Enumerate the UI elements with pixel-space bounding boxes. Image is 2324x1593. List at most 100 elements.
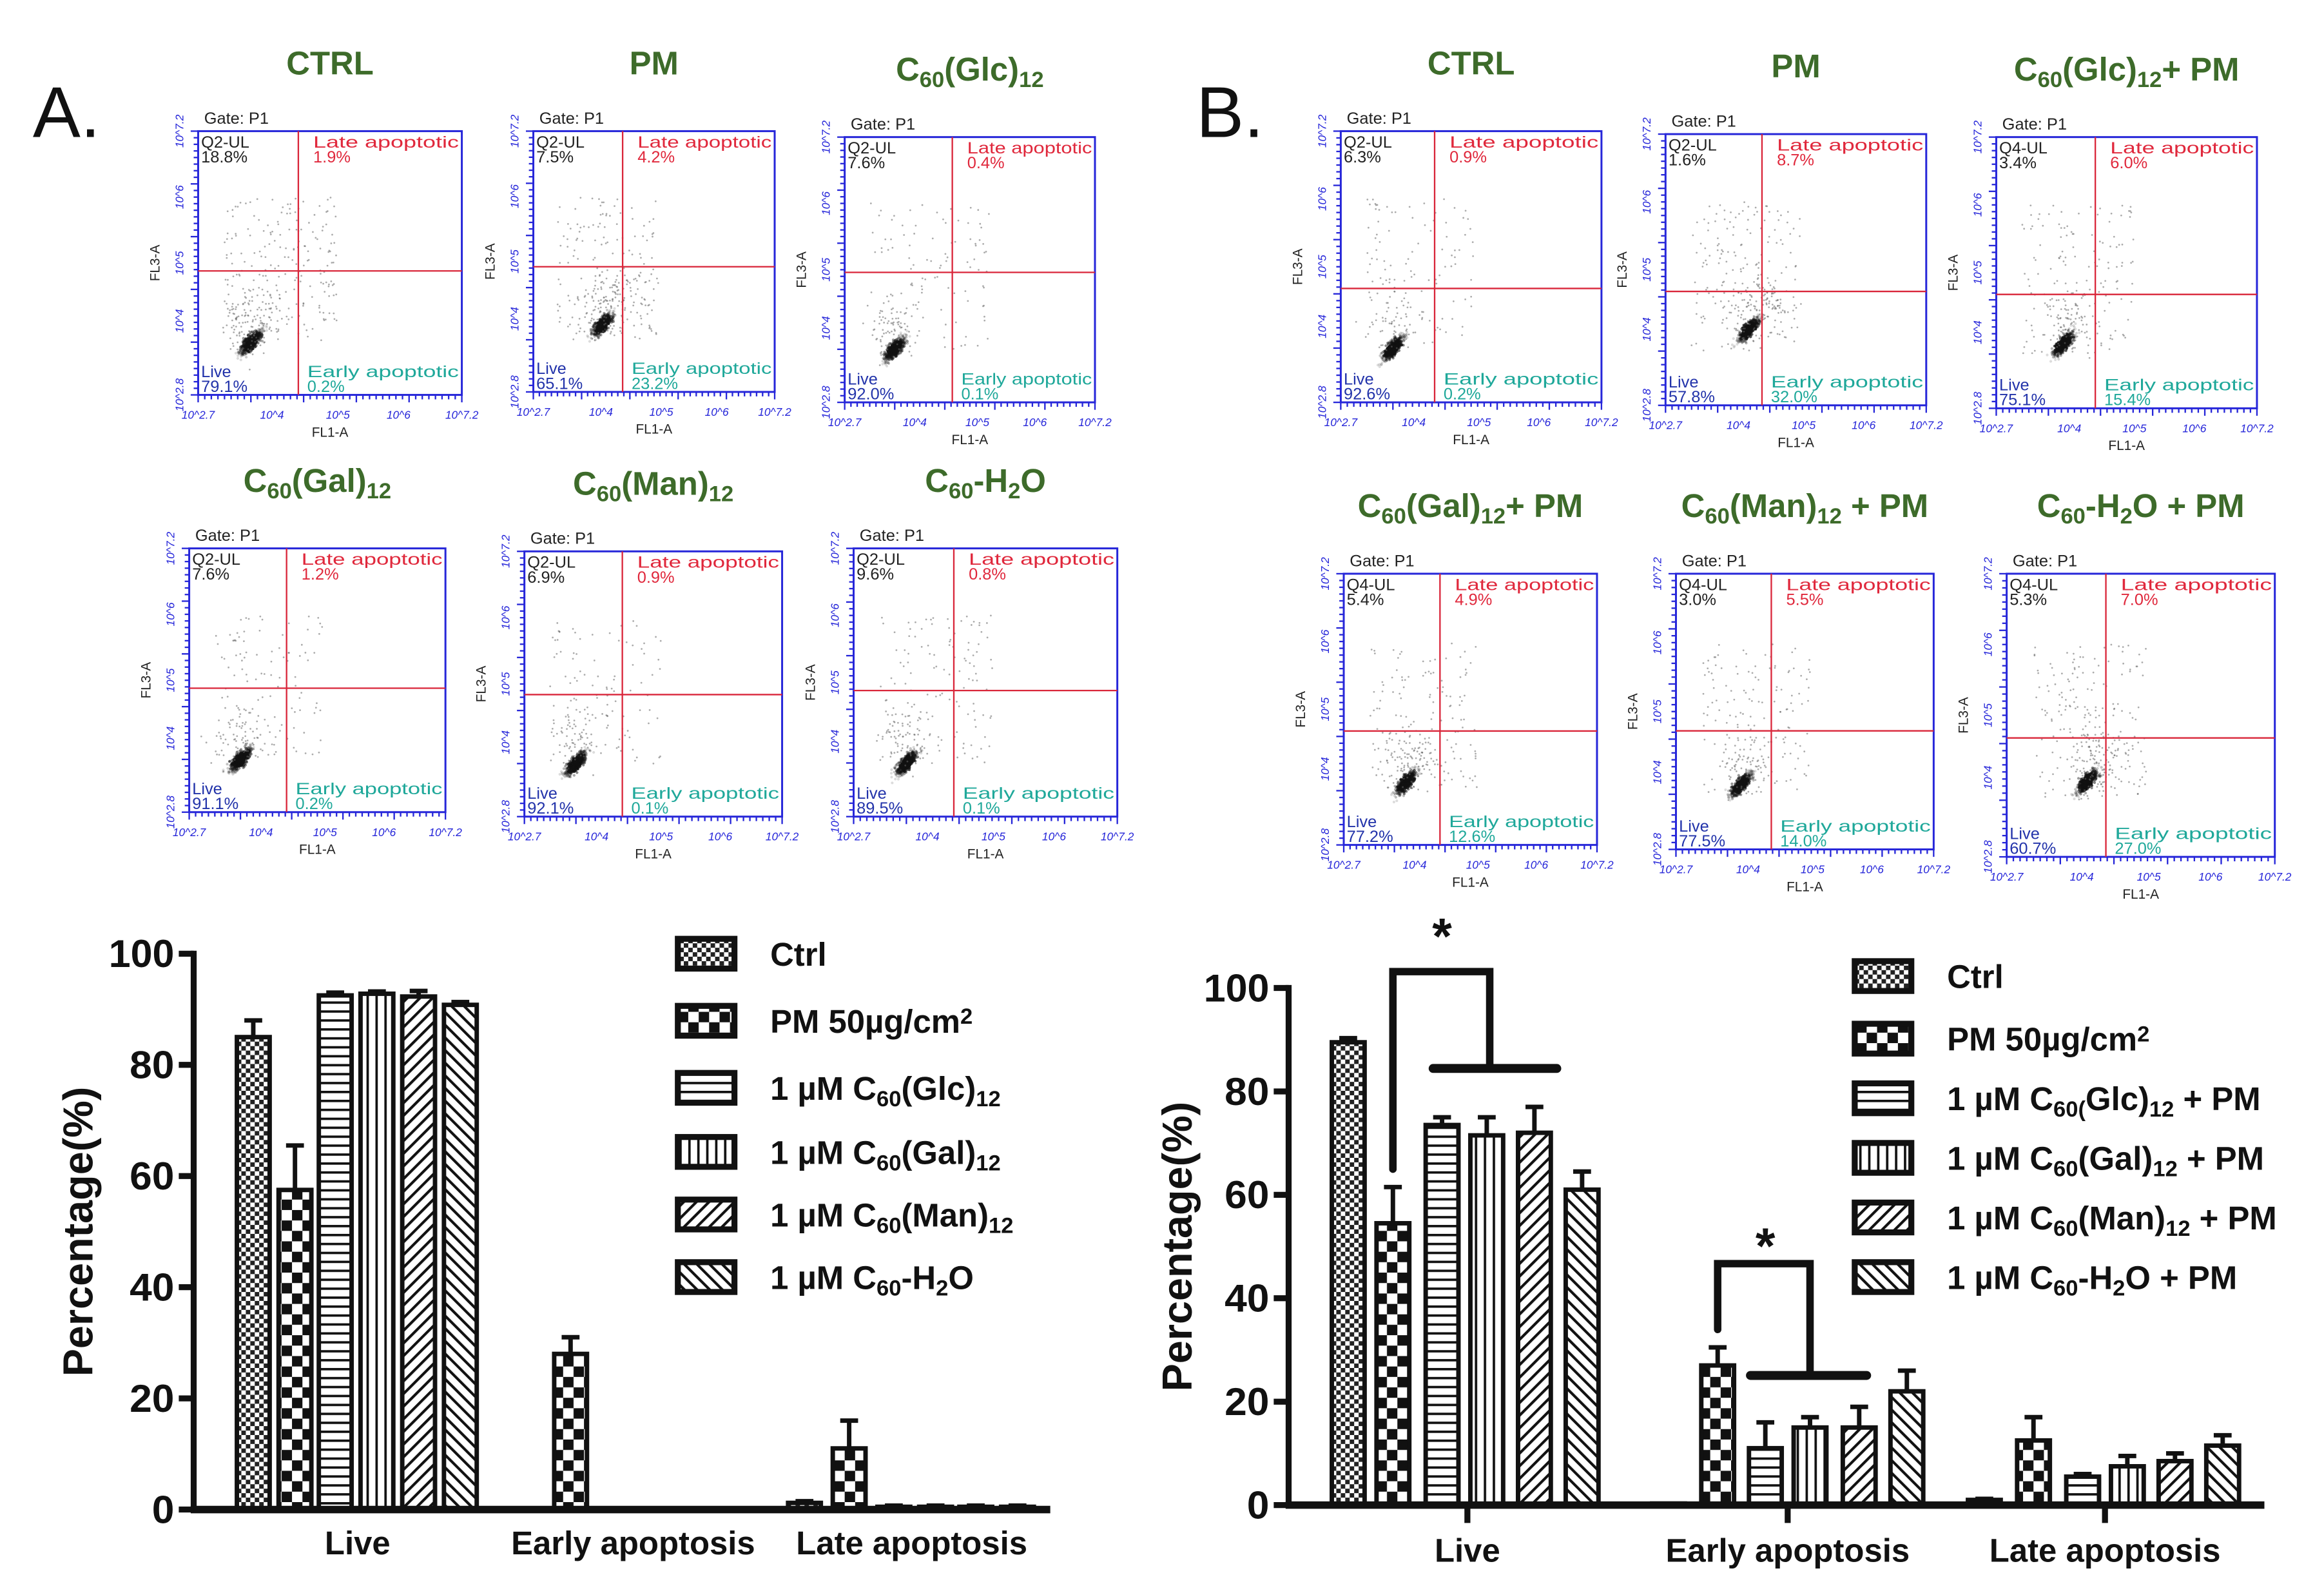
- event-dot: [239, 355, 243, 358]
- event-dot: [577, 755, 580, 758]
- event-dot: [905, 338, 908, 342]
- subscript: 60: [267, 479, 291, 503]
- event-dot: [639, 271, 642, 274]
- event-dot: [609, 286, 611, 289]
- event-dot: [242, 349, 245, 352]
- plot-frame: [844, 136, 1096, 404]
- event-dot: [251, 265, 253, 267]
- event-dot: [329, 197, 332, 199]
- event-dot: [886, 357, 889, 360]
- event-dot: [912, 776, 914, 777]
- event-dot: [988, 213, 990, 215]
- event-dot: [552, 735, 555, 738]
- event-dot: [599, 322, 603, 326]
- live-label: Live: [201, 363, 231, 381]
- event-dot: [654, 200, 657, 202]
- event-dot: [599, 333, 603, 337]
- event-dot: [229, 765, 233, 768]
- event-dot: [891, 781, 894, 785]
- event-dot: [235, 725, 238, 727]
- event-dot: [285, 291, 287, 293]
- y-tick-label: 10^4: [164, 727, 177, 750]
- event-dot: [244, 763, 247, 767]
- event-dot: [575, 709, 577, 711]
- event-dot: [625, 641, 628, 643]
- event-dot: [873, 320, 876, 322]
- event-dot: [216, 753, 218, 756]
- event-dot: [247, 350, 251, 353]
- event-dot: [886, 730, 888, 732]
- event-dot: [962, 747, 965, 749]
- event-dot: [904, 765, 907, 767]
- event-dot: [269, 264, 272, 266]
- event-dot: [990, 658, 993, 661]
- event-dot: [264, 743, 266, 745]
- event-dot: [906, 760, 909, 763]
- event-dot: [583, 709, 586, 711]
- event-dot: [635, 280, 638, 282]
- event-dot: [296, 219, 298, 222]
- event-dot: [237, 351, 240, 354]
- event-dot: [231, 772, 235, 776]
- event-dot: [592, 325, 595, 328]
- event-dot: [222, 754, 225, 756]
- event-dot: [327, 199, 329, 201]
- event-dot: [233, 674, 236, 676]
- event-dot: [244, 730, 247, 733]
- event-dot: [242, 737, 244, 739]
- y-tick-label: 10^5: [828, 670, 841, 694]
- event-dot: [577, 297, 579, 300]
- event-dot: [233, 755, 235, 757]
- y-tick-label: 10^4: [828, 730, 841, 754]
- event-dot: [913, 739, 916, 741]
- event-dot: [226, 696, 229, 698]
- event-dot: [599, 302, 601, 305]
- event-dot: [920, 750, 922, 753]
- event-dot: [882, 353, 886, 356]
- event-dot: [916, 752, 918, 755]
- event-dot: [880, 345, 883, 347]
- event-dot: [259, 322, 262, 324]
- event-dot: [221, 696, 224, 699]
- event-dot: [905, 336, 908, 339]
- event-dot: [235, 205, 237, 208]
- event-dot: [258, 273, 261, 276]
- event-dot: [605, 686, 608, 689]
- event-dot: [592, 329, 595, 332]
- event-dot: [907, 652, 909, 655]
- event-dot: [568, 762, 571, 765]
- event-dot: [593, 331, 596, 333]
- event-dot: [974, 672, 977, 675]
- event-dot: [619, 326, 621, 329]
- event-dot: [278, 297, 281, 300]
- event-dot: [886, 732, 887, 734]
- event-dot: [585, 752, 586, 754]
- event-dot: [574, 631, 576, 634]
- event-dot: [980, 748, 982, 750]
- event-dot: [592, 224, 594, 226]
- event-dot: [926, 752, 929, 755]
- event-dot: [935, 665, 938, 668]
- event-dot: [550, 731, 553, 734]
- event-dot: [236, 723, 238, 725]
- event-dot: [614, 291, 616, 293]
- event-dot: [259, 331, 262, 335]
- event-dot: [897, 730, 900, 732]
- event-dot: [249, 351, 252, 354]
- event-dot: [902, 338, 905, 341]
- event-dot: [244, 353, 247, 356]
- event-dot: [873, 329, 875, 331]
- event-dot: [950, 208, 952, 210]
- event-dot: [267, 754, 269, 756]
- event-dot: [624, 309, 626, 311]
- event-dot: [632, 664, 634, 666]
- event-dot: [263, 322, 266, 325]
- event-dot: [237, 707, 240, 709]
- event-dot: [578, 231, 581, 233]
- event-dot: [594, 717, 597, 719]
- event-dot: [895, 741, 897, 744]
- text-segment: (Man): [621, 465, 709, 502]
- event-dot: [904, 322, 906, 325]
- event-dot: [251, 320, 254, 323]
- event-dot: [633, 301, 635, 304]
